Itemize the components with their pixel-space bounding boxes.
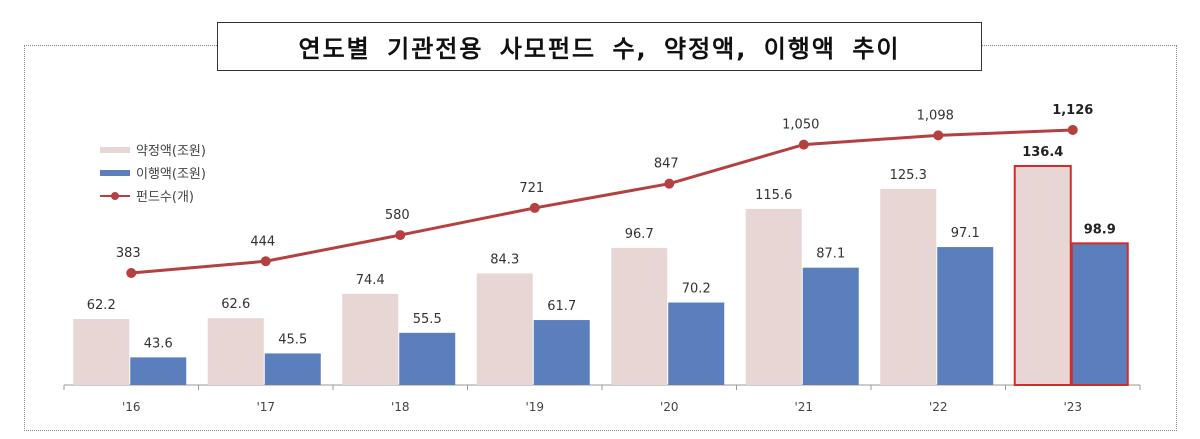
bar-label: 98.9 [1084,222,1116,237]
x-tick-label: '17 [256,400,275,414]
line-marker [798,139,809,150]
x-tick-label: '22 [929,400,948,414]
line-marker [395,230,406,241]
line-marker [260,256,271,267]
chart-title-box: 연도별 기관전용 사모펀드 수, 약정액, 이행액 추이 [217,22,982,71]
line-label: 444 [250,234,275,249]
line-marker [1067,124,1078,135]
legend-label: 펀드수(개) [136,190,194,205]
bar-executed [130,357,187,385]
x-tick-label: '16 [122,400,141,414]
line-label: 847 [654,157,679,172]
legend-label: 이행액(조원) [136,167,206,182]
legend-item-commitment: 약정액(조원) [100,138,206,161]
bar-commitment [73,319,130,385]
legend-label: 약정액(조원) [136,144,206,159]
line-label: 1,098 [917,108,954,123]
x-tick-label: '19 [525,400,544,414]
line-label: 1,050 [782,118,819,133]
legend-item-executed: 이행액(조원) [100,161,206,184]
bar-label: 87.1 [816,247,845,262]
chart-title: 연도별 기관전용 사모펀드 수, 약정액, 이행액 추이 [298,35,901,63]
line-marker [126,268,137,278]
bar-commitment [1013,165,1072,386]
bar-label: 96.7 [625,227,654,242]
line-label: 1,126 [1052,103,1093,118]
bar-label: 62.2 [87,298,116,313]
bar-label: 43.6 [144,336,173,351]
legend: 약정액(조원) 이행액(조원) 펀드수(개) [100,138,206,207]
x-tick-label: '20 [660,400,679,414]
bar-commitment [611,247,668,385]
bar-executed [399,332,456,385]
bar-label: 70.2 [682,282,711,297]
bar-label: 55.5 [413,312,442,327]
bar-label: 84.3 [490,252,519,267]
x-tick-label: '23 [1063,400,1082,414]
bar-label: 61.7 [547,299,576,314]
bar-commitment [207,318,264,385]
line-label: 580 [385,208,410,223]
line-marker [529,202,540,213]
bar-label: 62.6 [221,297,250,312]
bar-executed [668,302,725,385]
bar-label: 45.5 [278,332,307,347]
bar-executed [533,320,590,385]
line-marker [933,130,944,141]
x-tick-label: '18 [391,400,410,414]
executed-swatch-icon [100,169,130,176]
bar-executed [264,353,321,385]
funds-line [131,128,1073,275]
x-tick-label: '21 [794,400,813,414]
bar-commitment [880,188,937,385]
bar-commitment [342,293,399,385]
bar-commitment [745,208,802,385]
bar-commitment [476,273,533,385]
bar-label: 136.4 [1022,145,1063,160]
bar-executed [802,267,859,385]
line-label: 383 [116,246,141,261]
bar-label: 97.1 [951,226,980,241]
line-marker-icon [100,191,130,201]
line-marker [664,178,675,189]
bar-executed [1070,242,1129,386]
line-label: 721 [519,181,544,196]
bar-label: 74.4 [356,273,385,288]
commitment-swatch-icon [100,146,130,153]
legend-item-funds: 펀드수(개) [100,184,206,207]
bar-label: 115.6 [755,188,792,203]
bar-executed [937,247,994,385]
bar-label: 125.3 [890,168,927,183]
